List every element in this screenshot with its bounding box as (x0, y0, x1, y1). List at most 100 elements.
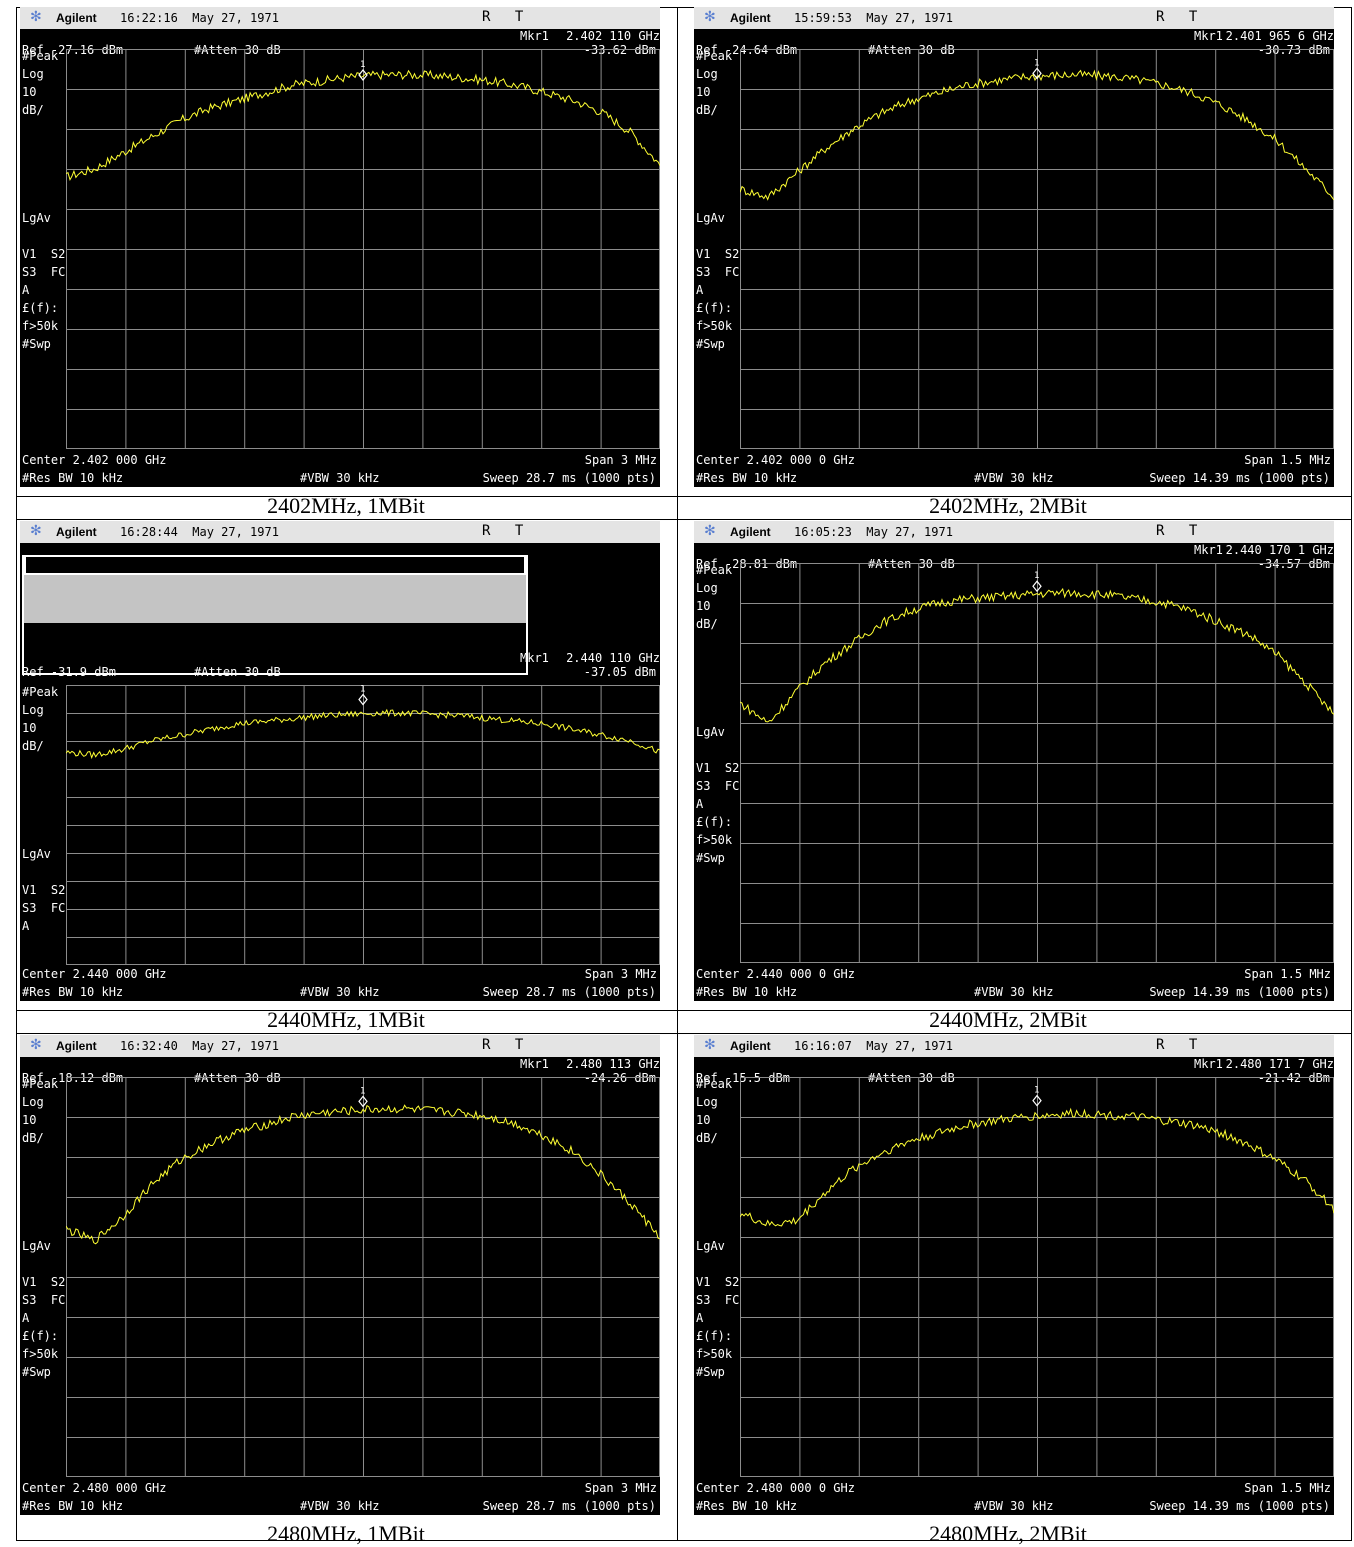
spectrum-trace (740, 69, 1334, 201)
side-annotation: LgAv (696, 725, 725, 739)
center-frequency: Center 2.480 000 GHz (22, 1481, 167, 1495)
resolution-bandwidth: #Res BW 10 kHz (22, 985, 124, 999)
table-divider-caption-1 (16, 519, 1352, 520)
figure-caption: 2480MHz, 2MBit (929, 1521, 1087, 1546)
spectrum-plot: 1 (740, 49, 1334, 449)
marker-number: 1 (1034, 1086, 1039, 1096)
attenuation: #Atten 30 dB (194, 665, 281, 679)
sweep-time: Sweep 14.39 ms (1000 pts) (1149, 1499, 1330, 1513)
timestamp: 16:22:16 May 27, 1971 (120, 11, 279, 25)
side-annotation: f>50k (696, 319, 733, 333)
sweep-time: Sweep 14.39 ms (1000 pts) (1149, 985, 1330, 999)
table-divider-row-2 (16, 1010, 1352, 1011)
side-annotation: A (22, 1311, 30, 1325)
spectrum-plot: 1 (740, 1077, 1334, 1477)
side-annotation: #Swp (696, 851, 725, 865)
table-divider-vertical (677, 7, 678, 1541)
resolution-bandwidth: #Res BW 10 kHz (22, 471, 124, 485)
status-rt: R T (1156, 523, 1206, 539)
side-annotation: 10 (22, 1113, 37, 1127)
marker-frequency: 2.480 171 7 GHz (1225, 1057, 1334, 1071)
timestamp: 15:59:53 May 27, 1971 (794, 11, 953, 25)
side-annotation: A (696, 1311, 704, 1325)
marker-frequency: 2.401 965 6 GHz (1225, 29, 1334, 43)
side-annotation: V1 S2 (22, 247, 66, 261)
analyzer-screen: ✻ Agilent 15:59:53 May 27, 1971 R T Mkr1 2.40… (694, 7, 1334, 487)
side-annotation: #Peak (696, 1077, 733, 1091)
marker-number: 1 (360, 60, 365, 70)
spectrum-trace (66, 69, 660, 181)
side-annotation: Log (696, 581, 718, 595)
timestamp: 16:16:07 May 27, 1971 (794, 1039, 953, 1053)
agilent-spark-icon: ✻ (30, 1037, 42, 1053)
analyzer-titlebar: ✻ Agilent 15:59:53 May 27, 1971 R T (694, 7, 1334, 29)
timestamp: 16:05:23 May 27, 1971 (794, 525, 953, 539)
brand-label: Agilent (730, 525, 771, 539)
frequency-span: Span 1.5 MHz (1244, 1481, 1331, 1495)
marker-diamond-icon (1032, 1094, 1042, 1107)
analyzer-screen: ✻ Agilent 16:16:07 May 27, 1971 R T Mkr1 2.48… (694, 1035, 1334, 1515)
side-annotation: S3 FC (696, 265, 740, 279)
analyzer-titlebar: ✻ Agilent 16:28:44 May 27, 1971 R T (20, 521, 660, 543)
side-annotation: #Swp (22, 337, 51, 351)
marker-readout-label: Mkr1 (1194, 543, 1223, 557)
brand-label: Agilent (56, 525, 97, 539)
agilent-spark-icon: ✻ (704, 1037, 716, 1053)
status-rt: R T (1156, 1037, 1206, 1053)
table-divider-caption-2 (16, 1033, 1352, 1034)
marker-number: 1 (360, 685, 365, 695)
marker-number: 1 (360, 1086, 365, 1096)
status-rt: R T (482, 523, 532, 539)
spectrum-plot: 1 (66, 685, 660, 965)
side-annotation: LgAv (22, 1239, 51, 1253)
side-annotation: Log (22, 703, 44, 717)
sweep-time: Sweep 28.7 ms (1000 pts) (482, 471, 656, 485)
video-bandwidth: #VBW 30 kHz (974, 471, 1054, 485)
spectrum-plot: 1 (66, 1077, 660, 1477)
side-annotation: dB/ (22, 1131, 44, 1145)
figure-caption: 2480MHz, 1MBit (267, 1521, 425, 1546)
figure-caption: 2402MHz, 2MBit (929, 493, 1087, 518)
side-annotation: f>50k (696, 833, 733, 847)
marker-frequency: 2.402 110 GHz (566, 29, 660, 43)
side-annotation: Log (696, 67, 718, 81)
side-annotation: Log (696, 1095, 718, 1109)
video-bandwidth: #VBW 30 kHz (300, 1499, 380, 1513)
side-annotation: f>50k (696, 1347, 733, 1361)
marker-frequency: 2.440 110 GHz (566, 651, 660, 665)
marker-amplitude: -37.05 dBm (583, 665, 656, 679)
side-annotation: LgAv (22, 847, 51, 861)
marker-readout-label: Mkr1 (520, 1057, 549, 1071)
side-annotation: V1 S2 (696, 1275, 740, 1289)
side-annotation: dB/ (696, 617, 718, 631)
figure-caption: 2402MHz, 1MBit (267, 493, 425, 518)
video-bandwidth: #VBW 30 kHz (300, 471, 380, 485)
analyzer-screen: ✻ Agilent 16:22:16 May 27, 1971 R T Mkr1 2.40… (20, 7, 660, 487)
spectrum-trace (66, 708, 660, 760)
center-frequency: Center 2.440 000 0 GHz (696, 967, 855, 981)
resolution-bandwidth: #Res BW 10 kHz (696, 985, 798, 999)
side-annotation: V1 S2 (22, 883, 66, 897)
status-rt: R T (482, 1037, 532, 1053)
marker-readout-label: Mkr1 (1194, 1057, 1223, 1071)
sweep-time: Sweep 28.7 ms (1000 pts) (482, 985, 656, 999)
marker-diamond-icon (358, 1095, 368, 1108)
marker-diamond-icon (1032, 580, 1042, 593)
side-annotation: 10 (696, 1113, 711, 1127)
side-annotation: A (22, 283, 30, 297)
spectrum-plot: 1 (66, 49, 660, 449)
spectrum-trace (66, 1104, 660, 1245)
table-divider-row-1 (16, 496, 1352, 497)
side-annotation: A (696, 797, 704, 811)
sweep-time: Sweep 28.7 ms (1000 pts) (482, 1499, 656, 1513)
resolution-bandwidth: #Res BW 10 kHz (22, 1499, 124, 1513)
video-bandwidth: #VBW 30 kHz (974, 985, 1054, 999)
video-bandwidth: #VBW 30 kHz (974, 1499, 1054, 1513)
side-annotation: Log (22, 67, 44, 81)
side-annotation: dB/ (22, 103, 44, 117)
marker-diamond-icon (1032, 67, 1042, 80)
analyzer-titlebar: ✻ Agilent 16:16:07 May 27, 1971 R T (694, 1035, 1334, 1057)
agilent-spark-icon: ✻ (704, 9, 716, 25)
reference-level: Ref -31.9 dBm (22, 665, 116, 679)
analyzer-screen: ✻ Agilent 16:32:40 May 27, 1971 R T Mkr1 2.48… (20, 1035, 660, 1515)
